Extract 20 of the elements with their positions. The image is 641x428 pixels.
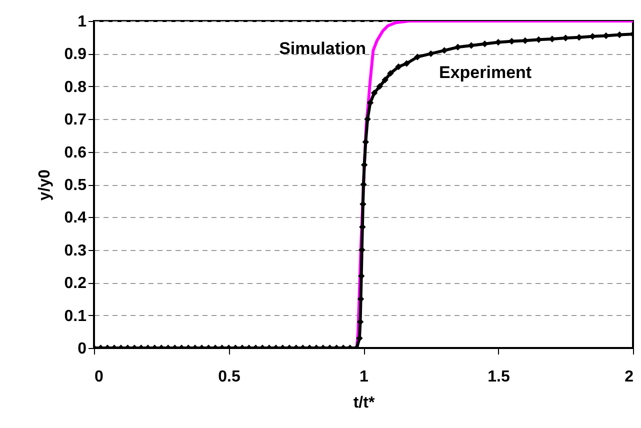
y-tick-label: 0.9 bbox=[64, 46, 87, 64]
y-axis-title: y/y0 bbox=[36, 169, 54, 201]
x-tick-label: 1 bbox=[360, 368, 369, 386]
y-tick-label: 1 bbox=[78, 14, 87, 30]
y-tick-label: 0.7 bbox=[64, 112, 87, 129]
y-tick-label: 0 bbox=[78, 340, 87, 358]
series-label: Experiment bbox=[439, 63, 532, 82]
series-label: Simulation bbox=[279, 39, 366, 58]
y-tick-label: 0.6 bbox=[64, 144, 87, 162]
x-tick-label: 1.5 bbox=[488, 368, 510, 386]
y-tick-label: 0.2 bbox=[64, 275, 87, 292]
y-tick-label: 0.4 bbox=[64, 210, 87, 227]
x-tick-label: 0 bbox=[94, 368, 104, 386]
x-tick-label: 0.5 bbox=[218, 368, 240, 386]
y-tick-label: 0.1 bbox=[64, 308, 87, 325]
x-tick-label: 2 bbox=[624, 368, 634, 386]
y-tick-label: 0.5 bbox=[64, 177, 87, 194]
x-axis-title: t/t* bbox=[353, 394, 376, 412]
y-tick-label: 0.3 bbox=[64, 242, 87, 260]
y-tick-label: 0.8 bbox=[64, 78, 87, 96]
